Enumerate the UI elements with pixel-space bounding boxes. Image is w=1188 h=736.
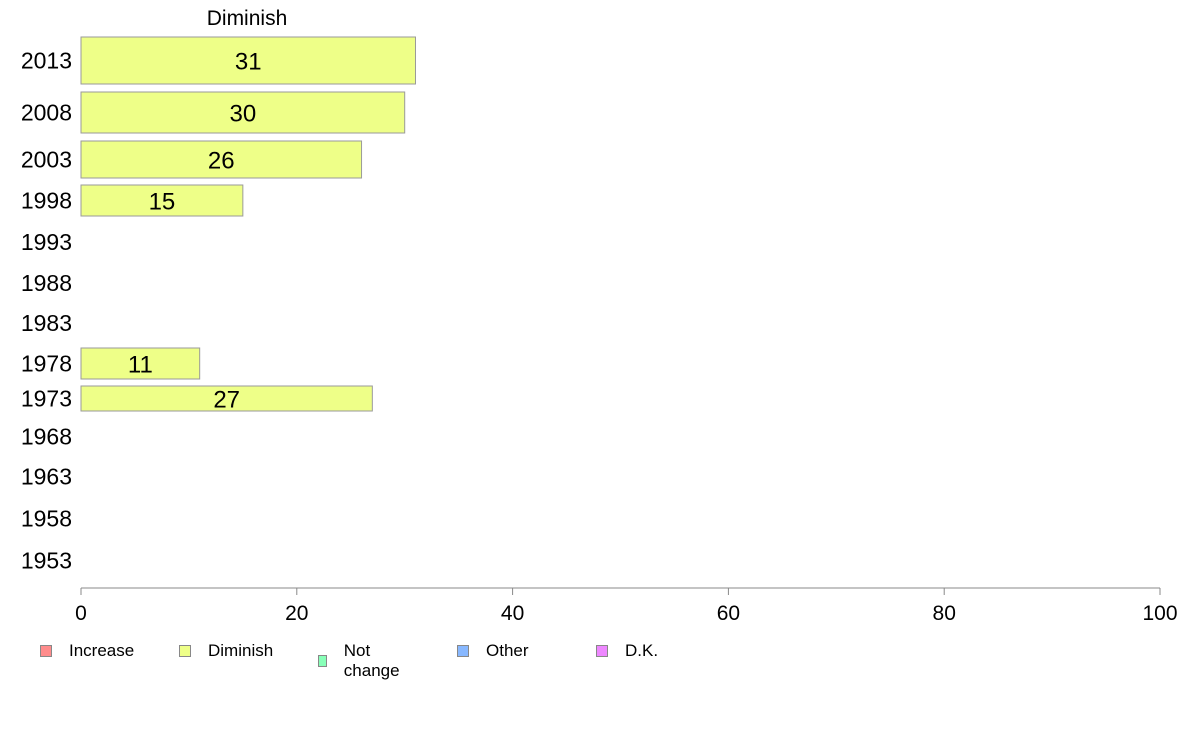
bar bbox=[80, 36, 416, 85]
y-tick-label: 1963 bbox=[21, 464, 72, 490]
legend-label: Increase bbox=[69, 641, 135, 660]
y-tick-label: 1983 bbox=[21, 310, 72, 336]
legend-swatch bbox=[318, 655, 327, 667]
bar-chart: Diminish 31 30 26 15 11 27 2013 2008 2003 1998 19… bbox=[21, 7, 1178, 625]
x-tick-label: 80 bbox=[933, 602, 956, 625]
y-tick-label: 1953 bbox=[21, 548, 72, 574]
legend-item-not-change: Not change bbox=[318, 641, 403, 681]
y-tick-label: 1988 bbox=[21, 270, 72, 296]
data-label: 15 bbox=[149, 189, 176, 216]
legend-swatch bbox=[596, 645, 608, 657]
legend-item-increase: Increase bbox=[40, 641, 134, 661]
legend-label: Other bbox=[486, 641, 529, 660]
y-tick-label: 1968 bbox=[21, 424, 72, 450]
data-label: 26 bbox=[208, 148, 235, 175]
x-tick-label: 20 bbox=[285, 602, 308, 625]
y-tick-label: 1993 bbox=[21, 229, 72, 255]
legend-swatch bbox=[457, 645, 469, 657]
y-tick-label: 2008 bbox=[21, 100, 72, 126]
y-tick-label: 1973 bbox=[21, 386, 72, 412]
bar bbox=[80, 385, 373, 412]
x-tick-label: 60 bbox=[717, 602, 740, 625]
legend-swatch bbox=[179, 645, 191, 657]
data-label: 11 bbox=[128, 352, 153, 379]
legend-item-dk: D.K. bbox=[596, 641, 658, 661]
bar bbox=[80, 91, 406, 134]
data-label: 27 bbox=[213, 387, 240, 414]
y-tick-label: 2003 bbox=[21, 147, 72, 173]
bar bbox=[80, 140, 363, 179]
legend-item-diminish: Diminish bbox=[179, 641, 273, 661]
bar bbox=[80, 184, 244, 217]
x-tick-label: 100 bbox=[1142, 602, 1177, 625]
data-label: 31 bbox=[235, 49, 262, 76]
legend-label: D.K. bbox=[625, 641, 659, 660]
y-tick-label: 1978 bbox=[21, 351, 72, 377]
y-tick-label: 1958 bbox=[21, 506, 72, 532]
data-label: 30 bbox=[229, 101, 256, 128]
legend-label: Diminish bbox=[208, 641, 274, 660]
y-tick-label: 1998 bbox=[21, 188, 72, 214]
legend-swatch bbox=[40, 645, 52, 657]
legend-item-other: Other bbox=[457, 641, 529, 661]
panel-title: Diminish bbox=[207, 7, 288, 30]
bar bbox=[80, 347, 201, 380]
x-tick-label: 40 bbox=[501, 602, 524, 625]
y-tick-label: 2013 bbox=[21, 48, 72, 74]
legend-label: Not change bbox=[343, 641, 400, 680]
x-tick-label: 0 bbox=[75, 602, 87, 625]
